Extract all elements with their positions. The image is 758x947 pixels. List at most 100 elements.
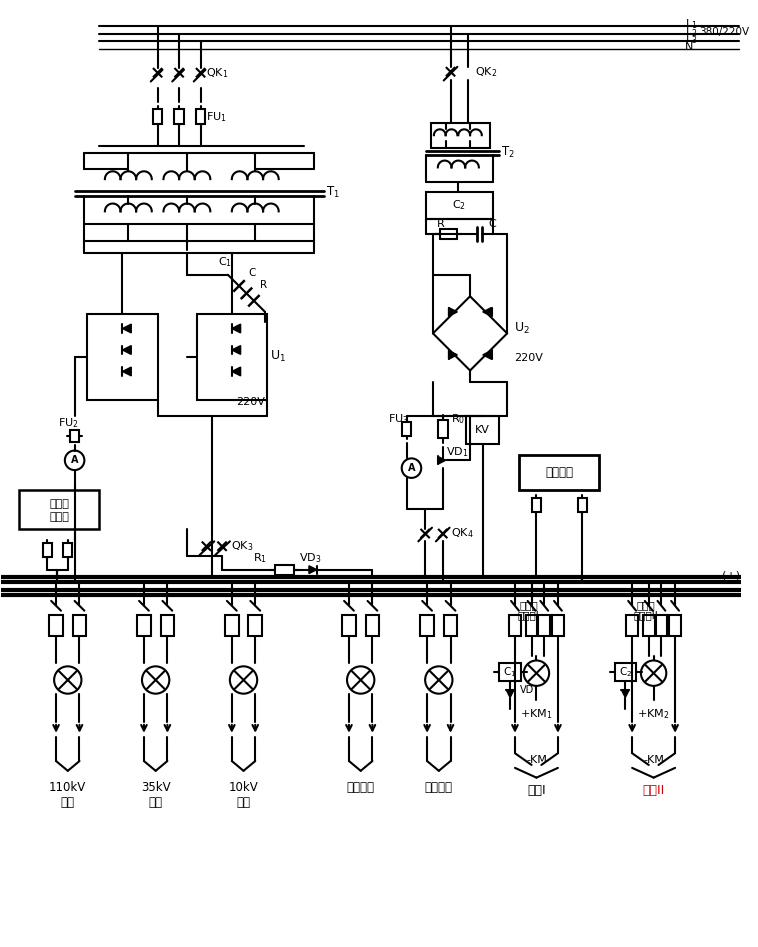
Bar	[420, 615, 434, 636]
Text: L$_2$: L$_2$	[685, 25, 697, 39]
Text: (+): (+)	[722, 570, 740, 581]
Bar	[626, 615, 638, 636]
Text: VD$_1$: VD$_1$	[446, 446, 468, 459]
Circle shape	[54, 667, 81, 693]
Text: C$_2$: C$_2$	[453, 199, 466, 212]
Bar	[500, 664, 521, 681]
Text: 保护II: 保护II	[643, 784, 665, 796]
Text: 容器组I: 容器组I	[518, 611, 540, 620]
Polygon shape	[123, 346, 131, 354]
Text: 绝缘监: 绝缘监	[49, 499, 69, 509]
Bar	[615, 664, 636, 681]
Text: T$_2$: T$_2$	[501, 145, 515, 160]
Bar	[174, 109, 184, 124]
Bar	[365, 615, 379, 636]
Text: 容器组II: 容器组II	[634, 611, 658, 620]
Bar	[19, 490, 99, 528]
Text: U$_2$: U$_2$	[514, 321, 530, 336]
Bar	[73, 615, 86, 636]
Bar	[64, 544, 72, 557]
Text: 察装置: 察装置	[49, 512, 69, 522]
Polygon shape	[483, 350, 491, 359]
Bar	[342, 615, 356, 636]
Text: U$_1$: U$_1$	[270, 349, 286, 365]
Bar	[196, 313, 267, 400]
Bar	[431, 123, 490, 148]
Text: 储能电: 储能电	[637, 599, 655, 610]
Text: +KM$_2$: +KM$_2$	[637, 707, 670, 721]
Text: 合闸: 合闸	[149, 795, 163, 809]
Text: FU$_2$: FU$_2$	[58, 417, 79, 430]
Text: A: A	[408, 463, 415, 474]
Text: C: C	[249, 268, 255, 277]
Text: VD: VD	[520, 685, 534, 695]
Text: 闪光装置: 闪光装置	[545, 466, 573, 478]
Bar	[249, 615, 262, 636]
Text: -KM: -KM	[644, 755, 664, 765]
Bar	[538, 615, 550, 636]
Circle shape	[230, 667, 257, 693]
Bar	[532, 498, 541, 512]
Text: R: R	[260, 279, 268, 290]
Text: C: C	[489, 219, 496, 229]
Text: C$_1$: C$_1$	[503, 666, 517, 679]
Text: QK$_1$: QK$_1$	[206, 65, 229, 80]
Bar	[519, 456, 599, 490]
Bar	[70, 430, 79, 441]
Text: R$_0$: R$_0$	[450, 412, 465, 426]
Bar	[552, 615, 564, 636]
Circle shape	[524, 660, 549, 686]
Text: R$_1$: R$_1$	[253, 551, 268, 564]
Bar	[443, 615, 457, 636]
Text: QK$_2$: QK$_2$	[475, 64, 497, 79]
Polygon shape	[622, 689, 629, 698]
Bar	[426, 192, 493, 219]
Bar	[526, 615, 537, 636]
Circle shape	[425, 667, 453, 693]
Polygon shape	[232, 367, 240, 376]
Polygon shape	[483, 308, 491, 316]
Text: R: R	[437, 219, 445, 229]
Polygon shape	[123, 367, 131, 376]
Text: 35kV: 35kV	[141, 781, 171, 794]
Text: 220V: 220V	[236, 397, 265, 406]
Bar	[196, 109, 205, 124]
Text: N: N	[685, 43, 694, 52]
Text: 保护I: 保护I	[527, 784, 546, 796]
Bar	[466, 417, 500, 444]
Text: C$_1$: C$_1$	[218, 255, 232, 269]
Text: A: A	[70, 456, 78, 465]
Text: QK$_4$: QK$_4$	[450, 527, 473, 541]
Circle shape	[402, 458, 421, 478]
Text: 操作回路: 操作回路	[424, 781, 453, 794]
Text: 380/220V: 380/220V	[700, 27, 750, 37]
Bar	[656, 615, 667, 636]
Text: FU$_3$: FU$_3$	[388, 412, 409, 426]
Polygon shape	[309, 565, 317, 574]
Bar	[669, 615, 681, 636]
Bar	[578, 498, 587, 512]
Text: T$_1$: T$_1$	[325, 186, 340, 201]
Text: 信号回路: 信号回路	[346, 781, 374, 794]
Text: VD$_3$: VD$_3$	[299, 551, 321, 564]
Bar	[643, 615, 655, 636]
Text: QK$_3$: QK$_3$	[231, 540, 253, 553]
Text: 合闸: 合闸	[236, 795, 251, 809]
Bar	[43, 544, 52, 557]
Circle shape	[347, 667, 374, 693]
Bar	[440, 229, 457, 239]
Polygon shape	[449, 350, 457, 359]
Text: +KM$_1$: +KM$_1$	[520, 707, 553, 721]
Circle shape	[641, 660, 666, 686]
Bar	[275, 564, 294, 575]
Bar	[161, 615, 174, 636]
Bar	[225, 615, 239, 636]
Text: 110kV: 110kV	[49, 781, 86, 794]
Text: L$_1$: L$_1$	[685, 17, 697, 30]
Text: -KM: -KM	[526, 755, 547, 765]
Polygon shape	[438, 456, 446, 464]
Text: C$_2$: C$_2$	[619, 666, 632, 679]
Bar	[438, 420, 447, 438]
Polygon shape	[232, 346, 240, 354]
Text: 10kV: 10kV	[229, 781, 258, 794]
